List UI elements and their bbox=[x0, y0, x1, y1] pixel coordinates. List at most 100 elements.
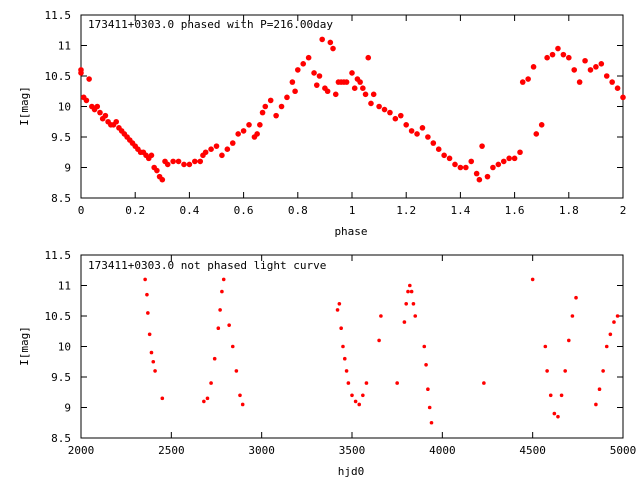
data-point bbox=[259, 109, 266, 116]
data-point bbox=[387, 109, 393, 116]
data-point bbox=[603, 73, 610, 79]
x-tick-label: 0.4 bbox=[179, 204, 199, 217]
data-point bbox=[224, 146, 231, 152]
unphased-light-curve-panel: 173411+0303.0 not phased light curve hjd… bbox=[18, 249, 636, 478]
data-point bbox=[615, 314, 620, 318]
data-point bbox=[495, 161, 502, 168]
data-point bbox=[344, 369, 349, 373]
data-point bbox=[479, 143, 485, 149]
data-point bbox=[213, 143, 220, 149]
data-point bbox=[240, 128, 247, 134]
data-point bbox=[370, 91, 377, 98]
y-tick-label: 11 bbox=[58, 40, 71, 53]
data-point bbox=[83, 97, 90, 104]
data-point bbox=[289, 79, 296, 85]
data-point bbox=[349, 70, 355, 76]
data-point bbox=[544, 54, 550, 61]
data-point bbox=[425, 134, 431, 140]
data-point bbox=[604, 344, 609, 349]
y-tick-label: 9 bbox=[64, 402, 71, 415]
data-point bbox=[530, 277, 535, 282]
data-point bbox=[408, 128, 415, 134]
y-tick-label: 8.5 bbox=[51, 192, 71, 205]
data-point bbox=[212, 356, 217, 361]
data-point bbox=[463, 164, 469, 171]
data-point bbox=[403, 122, 410, 128]
data-point bbox=[246, 122, 252, 128]
data-point bbox=[335, 308, 340, 312]
data-point bbox=[490, 164, 496, 171]
data-point bbox=[339, 326, 343, 331]
data-point bbox=[376, 103, 382, 110]
data-point bbox=[337, 302, 342, 306]
data-point bbox=[351, 85, 358, 91]
data-point bbox=[86, 76, 92, 82]
data-point bbox=[143, 277, 147, 282]
y-tick-label: 10.5 bbox=[45, 310, 72, 323]
data-point bbox=[452, 161, 458, 168]
data-point bbox=[202, 399, 206, 404]
data-point bbox=[566, 54, 572, 61]
data-point bbox=[559, 393, 564, 398]
data-point bbox=[146, 311, 150, 315]
data-point bbox=[159, 176, 166, 183]
data-point bbox=[506, 155, 512, 162]
data-point bbox=[330, 45, 336, 52]
data-point bbox=[343, 79, 350, 85]
data-point bbox=[576, 79, 583, 85]
data-point bbox=[530, 64, 537, 70]
data-point bbox=[342, 356, 347, 361]
data-point bbox=[364, 381, 369, 385]
data-point bbox=[324, 88, 331, 95]
x-tick-label: 1 bbox=[349, 204, 356, 217]
data-point bbox=[594, 402, 598, 407]
data-point bbox=[482, 381, 486, 385]
y-tick-label: 9.5 bbox=[51, 371, 71, 384]
data-point bbox=[608, 332, 613, 337]
data-point bbox=[113, 118, 120, 125]
data-point bbox=[273, 112, 279, 119]
x-tick-label: 0 bbox=[78, 204, 85, 217]
data-point bbox=[197, 158, 204, 165]
data-point bbox=[78, 67, 84, 73]
y-tick-label: 8.5 bbox=[51, 432, 71, 445]
data-point bbox=[543, 344, 548, 349]
data-point bbox=[404, 302, 409, 306]
data-point bbox=[598, 61, 605, 67]
data-point bbox=[435, 146, 442, 152]
data-point bbox=[548, 393, 553, 398]
data-point bbox=[560, 51, 567, 58]
data-point bbox=[278, 103, 285, 110]
data-point bbox=[262, 103, 269, 110]
data-point bbox=[408, 283, 412, 288]
data-point bbox=[295, 67, 301, 73]
phased-plot-title: 173411+0303.0 phased with P=216.00day bbox=[88, 18, 333, 31]
data-point bbox=[227, 323, 231, 327]
x-tick-label: 0.2 bbox=[125, 204, 145, 217]
data-point bbox=[392, 115, 399, 122]
data-point bbox=[181, 161, 187, 168]
data-point bbox=[316, 73, 323, 79]
y-tick-label: 11.5 bbox=[45, 9, 72, 22]
data-point bbox=[563, 369, 567, 373]
data-point bbox=[186, 161, 193, 168]
data-point bbox=[552, 411, 557, 416]
data-point bbox=[413, 314, 418, 318]
data-point bbox=[357, 79, 363, 85]
data-point bbox=[327, 39, 334, 46]
data-point bbox=[230, 344, 235, 349]
data-point bbox=[284, 94, 290, 101]
data-point bbox=[446, 155, 453, 162]
data-point bbox=[397, 112, 404, 119]
unphased-y-axis-label: I[mag] bbox=[18, 326, 31, 366]
data-point bbox=[519, 79, 526, 85]
data-point bbox=[267, 97, 274, 104]
data-point bbox=[484, 173, 491, 180]
data-point bbox=[350, 393, 354, 398]
data-point bbox=[202, 149, 209, 156]
x-tick-label: 3000 bbox=[248, 444, 275, 457]
y-tick-label: 10.5 bbox=[45, 70, 72, 83]
data-point bbox=[422, 344, 427, 349]
y-tick-label: 10 bbox=[58, 101, 71, 114]
data-point bbox=[216, 326, 221, 331]
